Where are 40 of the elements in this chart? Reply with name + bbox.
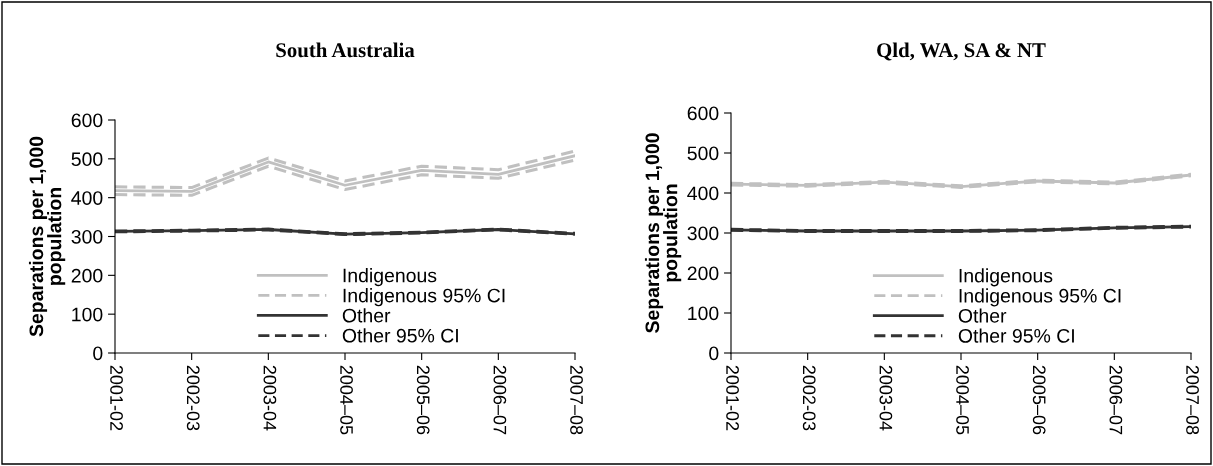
y-tick-label: 600 xyxy=(687,106,719,121)
y-axis-title: Separations per 1,000 population xyxy=(28,136,66,337)
legend-label: Other 95% CI xyxy=(342,328,458,343)
y-tick-label: 500 xyxy=(687,146,719,161)
chart-title: Qld, WA, SA & NT xyxy=(877,42,1046,61)
x-tick-label: 2006–07 xyxy=(1109,365,1123,435)
x-tick-label: 2001-02 xyxy=(110,365,123,431)
legend-label: Indigenous 95% CI xyxy=(959,288,1121,307)
y-tick-label: 100 xyxy=(688,306,719,321)
legend-label: Other xyxy=(958,308,1007,323)
y-tick-label: 400 xyxy=(687,186,719,201)
y-tick-label: 200 xyxy=(71,268,103,283)
y-tick-label: 0 xyxy=(93,346,103,361)
x-tick-label: 2002-03 xyxy=(186,365,200,431)
x-tick-label: 2004–05 xyxy=(340,365,353,435)
y-tick-label: 100 xyxy=(72,307,103,322)
x-tick-label: 2005–06 xyxy=(416,365,430,435)
y-tick-label: 0 xyxy=(709,346,719,361)
y-axis-title: Separations per 1,000 population xyxy=(644,133,682,333)
x-tick-label: 2007–08 xyxy=(570,365,583,435)
x-tick-label: 2005–06 xyxy=(1032,365,1046,435)
x-tick-label: 2002-03 xyxy=(802,365,816,431)
y-tick-label: 400 xyxy=(71,191,103,205)
legend-label: Other xyxy=(342,308,391,323)
chart-title: South Australia xyxy=(276,42,415,58)
y-tick-label: 500 xyxy=(71,152,103,167)
x-tick-label: 2003-04 xyxy=(879,365,893,431)
legend-label: Indigenous 95% CI xyxy=(343,288,505,307)
x-tick-label: 2003-04 xyxy=(263,365,277,431)
legend-label: Indigenous xyxy=(343,268,437,287)
x-tick-label: 2007–08 xyxy=(1186,365,1199,435)
y-tick-label: 300 xyxy=(687,226,719,241)
legend-label: Indigenous xyxy=(959,268,1053,287)
y-tick-label: 600 xyxy=(71,113,103,128)
legend-label: Other 95% CI xyxy=(958,328,1074,343)
x-tick-label: 2001-02 xyxy=(726,365,739,431)
x-tick-label: 2004–05 xyxy=(956,365,969,435)
x-tick-label: 2006–07 xyxy=(493,365,507,435)
y-tick-label: 300 xyxy=(71,229,103,244)
y-tick-label: 200 xyxy=(687,266,719,281)
